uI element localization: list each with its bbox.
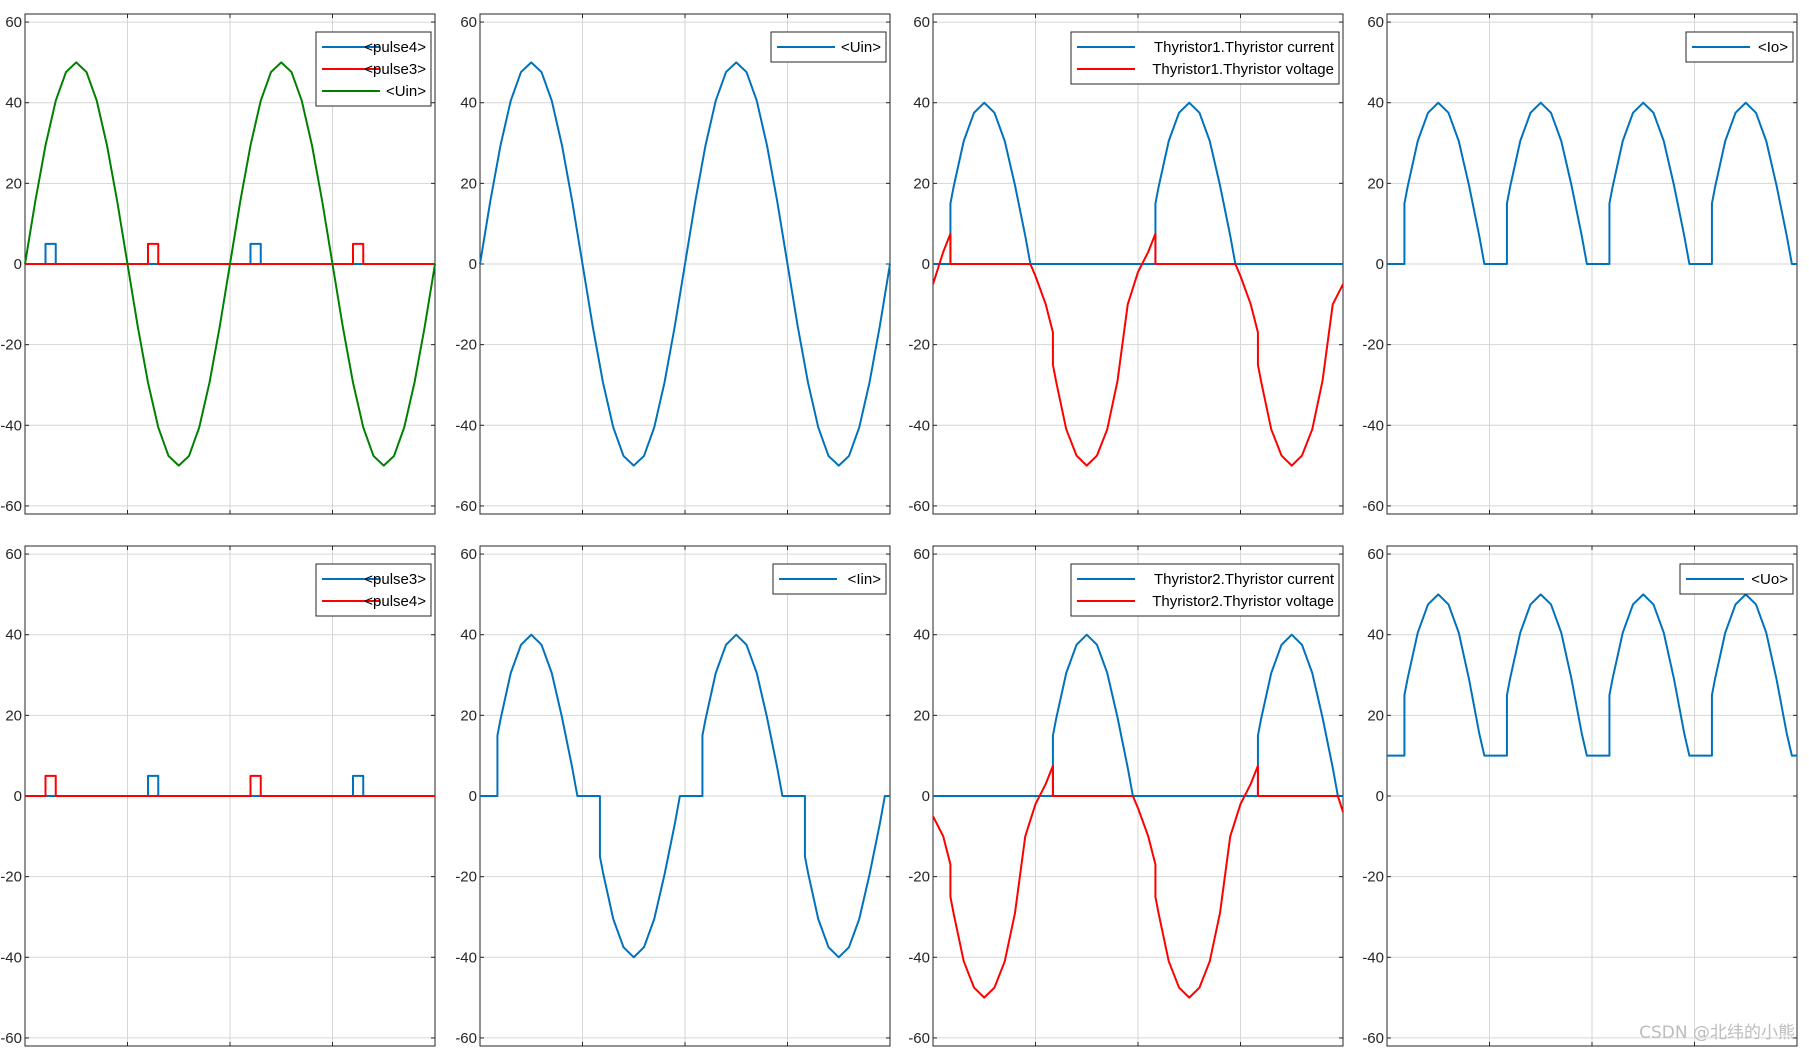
y-tick-label: -40	[1362, 949, 1384, 966]
y-tick-label: 20	[1367, 175, 1384, 192]
y-tick-label: 60	[460, 546, 477, 563]
series-pulse4	[25, 774, 435, 797]
subplot-6: 6040200-20-40-600.940.950.960.970.98<Iin…	[455, 545, 891, 1047]
y-tick-label: 0	[1376, 788, 1384, 805]
y-tick-label: 0	[469, 788, 477, 805]
y-tick-label: -40	[0, 949, 22, 966]
legend-label: <pulse3>	[364, 571, 426, 588]
series-uin	[479, 61, 891, 467]
series-pulse3	[25, 242, 435, 265]
y-tick-label: 0	[469, 256, 477, 273]
legend-label: Thyristor1.Thyristor voltage	[1152, 61, 1334, 78]
y-tick-label: 0	[14, 256, 22, 273]
legend-label: <Iin>	[848, 571, 882, 588]
y-tick-label: -20	[1362, 869, 1384, 886]
y-tick-label: -60	[0, 498, 22, 515]
y-tick-label: 40	[5, 627, 22, 644]
series-thyristor2-thyristor-voltage	[932, 764, 1344, 999]
y-tick-label: 20	[5, 707, 22, 724]
y-tick-label: 20	[460, 707, 477, 724]
series-thyristor2-thyristor-current	[933, 633, 1343, 797]
y-tick-label: -20	[1362, 337, 1384, 354]
legend-label: <Uo>	[1751, 571, 1788, 588]
y-tick-label: -40	[908, 417, 930, 434]
y-tick-label: -60	[1362, 498, 1384, 515]
series-pulse4	[25, 242, 435, 265]
y-tick-label: -40	[455, 949, 477, 966]
legend-label: <Uin>	[386, 83, 426, 100]
series-thyristor1-thyristor-voltage	[932, 232, 1344, 467]
y-tick-label: 40	[913, 95, 930, 112]
legend-label: <Uin>	[841, 39, 881, 56]
y-tick-label: 0	[1376, 256, 1384, 273]
y-tick-label: -40	[0, 417, 22, 434]
legend-box	[315, 563, 432, 617]
y-tick-label: 60	[913, 546, 930, 563]
y-tick-label: 60	[1367, 546, 1384, 563]
y-tick-label: -60	[455, 1030, 477, 1047]
y-tick-label: -60	[0, 1030, 22, 1047]
y-tick-label: -20	[0, 337, 22, 354]
y-tick-label: -40	[1362, 417, 1384, 434]
y-tick-label: -60	[455, 498, 477, 515]
subplot-3: 60 40 20 0 -20 -40 -60 Thyristor1.Thyristor cur…	[908, 13, 1344, 515]
y-tick-label: 0	[922, 256, 930, 273]
y-tick-label: 20	[5, 175, 22, 192]
y-tick-label: 40	[460, 95, 477, 112]
legend-label: <pulse4>	[364, 39, 426, 56]
y-tick-label: 20	[913, 175, 930, 192]
y-tick-label: -20	[455, 337, 477, 354]
y-tick-label: 60	[5, 14, 22, 31]
y-tick-label: -60	[908, 498, 930, 515]
series-io	[1387, 101, 1797, 265]
y-tick-label: 40	[913, 627, 930, 644]
y-tick-label: 20	[913, 707, 930, 724]
y-tick-label: -60	[908, 1030, 930, 1047]
y-tick-label: -20	[908, 337, 930, 354]
y-tick-label: 60	[1367, 14, 1384, 31]
series-uin	[24, 61, 436, 467]
legend-label: <Io>	[1758, 39, 1788, 56]
subplot-5: 6040200-20-40-600.940.950.960.970.98<pul…	[0, 545, 436, 1047]
y-tick-label: 60	[460, 14, 477, 31]
y-tick-label: 20	[1367, 707, 1384, 724]
subplot-4: 60 40 20 0 -20 -40 -60 <Io>	[1362, 13, 1798, 515]
y-tick-label: 40	[1367, 95, 1384, 112]
subplot-2: 60 40 20 0 -20 -40 -60 <Uin>	[455, 13, 891, 515]
legend-box	[1070, 563, 1340, 617]
subplot-1: 60 40 20 0 -20 -40 -60 <pulse4> <pulse3> <Uin>	[0, 13, 436, 515]
y-tick-label: -40	[455, 417, 477, 434]
y-tick-label: 40	[1367, 627, 1384, 644]
y-tick-label: 60	[5, 546, 22, 563]
y-tick-label: 20	[460, 175, 477, 192]
y-tick-label: -20	[908, 869, 930, 886]
series-thyristor1-thyristor-current	[933, 101, 1343, 265]
legend-label: <pulse4>	[364, 593, 426, 610]
legend-label: Thyristor1.Thyristor current	[1154, 39, 1335, 56]
series-uo	[1387, 593, 1797, 757]
y-tick-label: 0	[922, 788, 930, 805]
legend-label: Thyristor2.Thyristor current	[1154, 571, 1335, 588]
legend-label: <pulse3>	[364, 61, 426, 78]
y-tick-label: -20	[0, 869, 22, 886]
y-tick-label: 0	[14, 788, 22, 805]
y-tick-label: -60	[1362, 1030, 1384, 1047]
series-pulse3	[25, 774, 435, 797]
y-tick-label: 40	[460, 627, 477, 644]
legend-label: Thyristor2.Thyristor voltage	[1152, 593, 1334, 610]
y-tick-label: -40	[908, 949, 930, 966]
legend-box	[1070, 31, 1340, 85]
y-tick-label: 40	[5, 95, 22, 112]
subplot-7: 6040200-20-40-600.940.950.960.970.98Thyr…	[908, 545, 1344, 1047]
series-iin	[480, 633, 890, 959]
csdn-watermark: CSDN @北纬的小熊	[1639, 1023, 1795, 1043]
y-tick-label: 60	[913, 14, 930, 31]
y-tick-label: -20	[455, 869, 477, 886]
